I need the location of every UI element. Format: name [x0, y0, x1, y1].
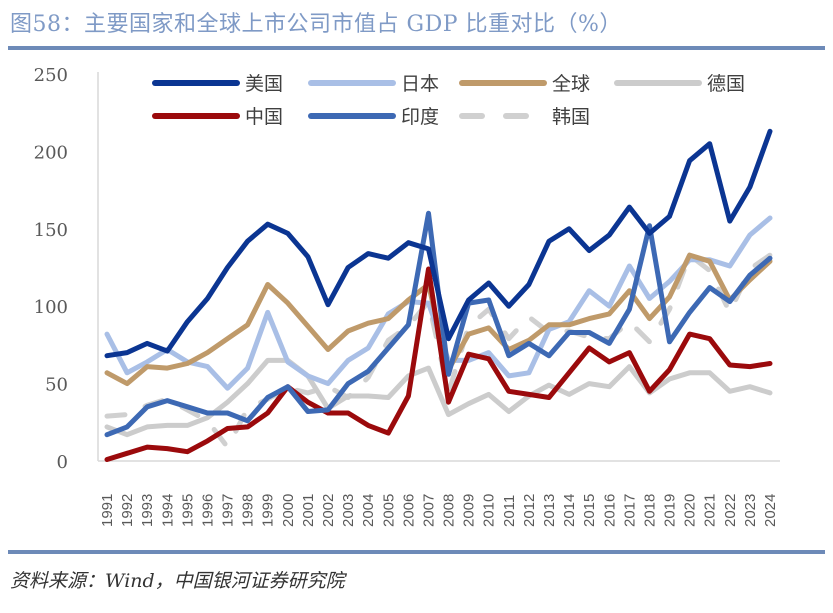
x-tick-label: 2019 [662, 494, 679, 527]
x-tick-label: 1991 [99, 494, 116, 527]
x-tick-label: 2020 [682, 494, 699, 527]
y-tick-label: 250 [34, 65, 68, 86]
y-tick-label: 100 [34, 297, 68, 318]
y-tick-label: 50 [45, 375, 68, 396]
x-tick-label: 2003 [340, 494, 357, 527]
y-tick-label: 0 [57, 452, 68, 473]
x-tick-label: 2017 [621, 494, 638, 527]
x-tick-label: 1994 [159, 494, 176, 527]
x-axis: 1991 1992 1993 1994 1995 1996 1997 1998 1999 2000… [98, 461, 780, 527]
x-tick-label: 2010 [481, 494, 498, 527]
x-tick-label: 2024 [762, 494, 779, 527]
x-tick-label: 2008 [441, 494, 458, 527]
legend-label: 美国 [245, 73, 283, 95]
x-tick-label: 1996 [199, 494, 216, 527]
y-axis: 0 50 100 150 200 250 [34, 65, 98, 473]
legend-label: 中国 [245, 106, 283, 128]
x-tick-label: 2007 [420, 494, 437, 527]
x-tick-label: 2005 [380, 494, 397, 527]
legend-label: 印度 [401, 106, 439, 128]
x-tick-label: 1995 [179, 494, 196, 527]
x-tick-label: 1999 [260, 494, 277, 527]
x-tick-label: 2001 [300, 494, 317, 527]
line-chart: 0 50 100 150 200 250 1991 1992 1993 1994 1995 1996… [0, 0, 833, 550]
x-tick-label: 2011 [501, 495, 518, 527]
x-tick-label: 2002 [320, 494, 337, 527]
legend-label: 日本 [401, 73, 439, 95]
x-tick-label: 2009 [461, 494, 478, 527]
legend-label: 全球 [552, 73, 590, 95]
source-divider [8, 550, 825, 554]
legend-label: 韩国 [552, 106, 590, 128]
legend-label: 德国 [707, 73, 745, 95]
x-tick-label: 1992 [119, 494, 136, 527]
x-tick-label: 2015 [581, 494, 598, 527]
x-tick-label: 1998 [240, 494, 257, 527]
y-tick-label: 150 [34, 220, 68, 241]
x-tick-label: 2021 [702, 494, 719, 527]
x-tick-label: 1997 [220, 494, 237, 527]
x-tick-label: 2013 [541, 494, 558, 527]
source-note: 资料来源：Wind，中国银河证券研究院 [10, 566, 345, 593]
x-tick-label: 2012 [521, 494, 538, 527]
x-tick-label: 2022 [722, 494, 739, 527]
x-tick-label: 1993 [139, 494, 156, 527]
x-tick-label: 2018 [641, 494, 658, 527]
x-tick-label: 2014 [561, 494, 578, 527]
series-lines [107, 131, 770, 459]
x-tick-label: 2023 [742, 494, 759, 527]
y-tick-label: 200 [34, 142, 68, 163]
x-tick-label: 2016 [601, 494, 618, 527]
x-tick-label: 2006 [400, 494, 417, 527]
x-tick-label: 2000 [280, 494, 297, 527]
x-tick-label: 2004 [360, 494, 377, 527]
